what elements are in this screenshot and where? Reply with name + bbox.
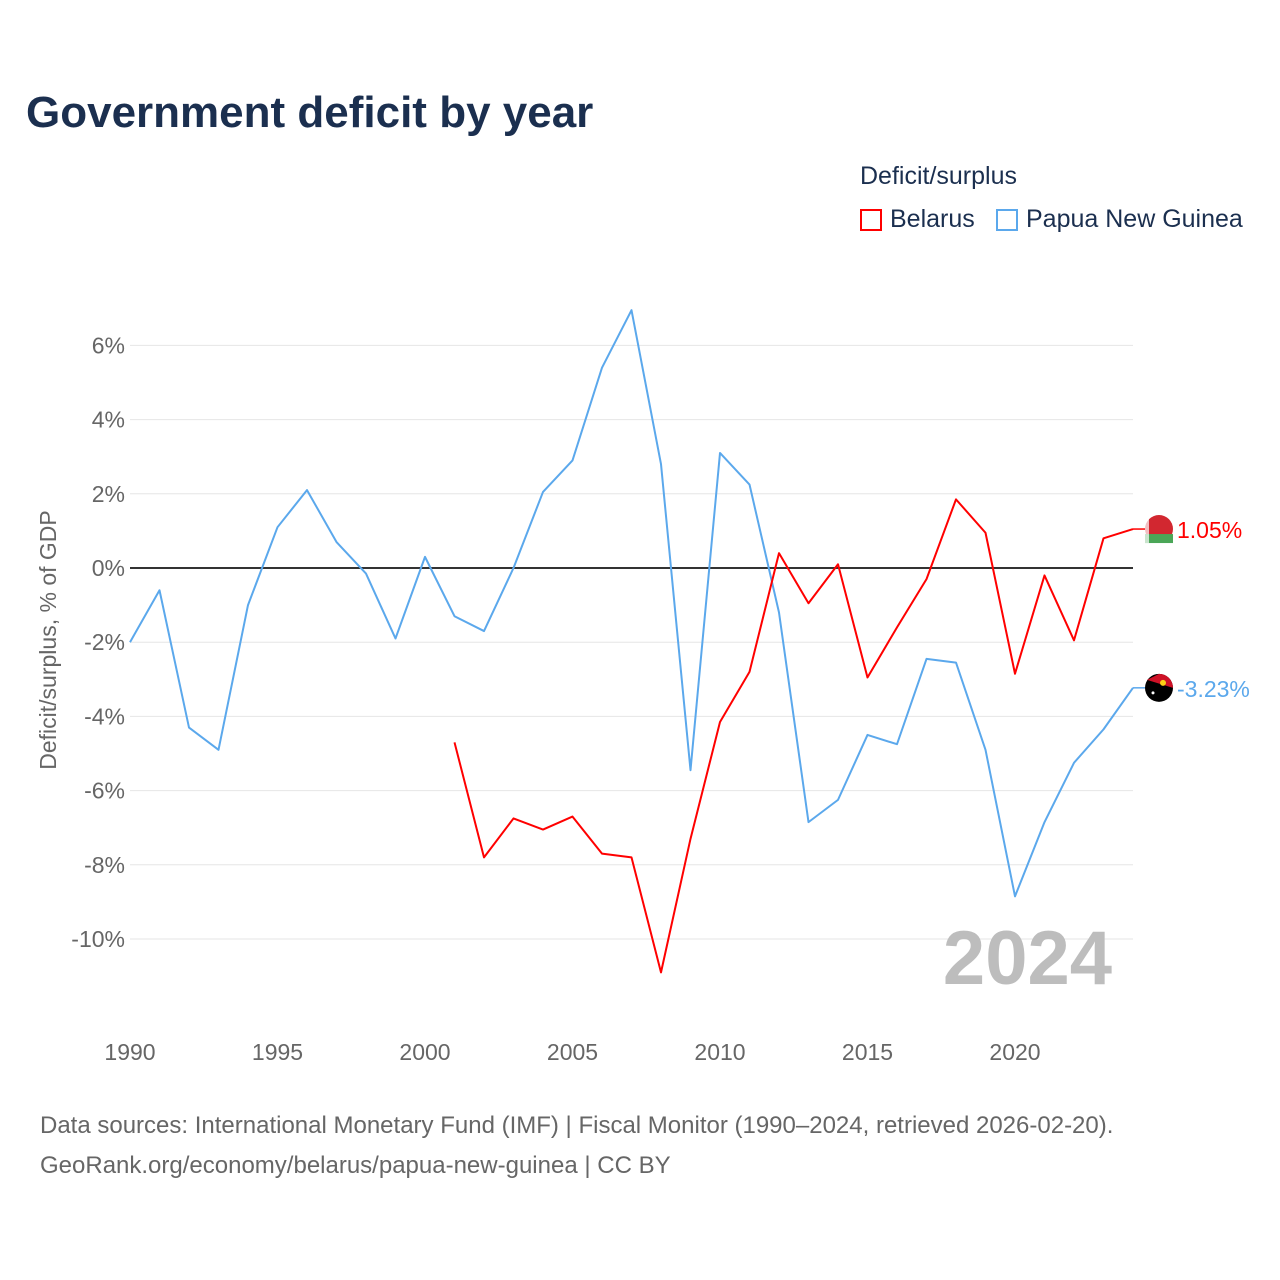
legend-title: Deficit/surplus xyxy=(860,162,1017,190)
y-tick-label: 0% xyxy=(92,555,125,581)
series-line-papua-new-guinea xyxy=(129,309,1134,898)
y-axis-label: Deficit/surplus, % of GDP xyxy=(35,510,61,769)
legend-swatch-belarus xyxy=(860,208,882,231)
legend-item-belarus[interactable]: Belarus xyxy=(860,205,975,234)
y-tick-label: 2% xyxy=(92,481,125,507)
belarus-flag-ornament xyxy=(1145,515,1149,544)
legend-label: Papua New Guinea xyxy=(1026,205,1243,233)
y-tick-label: -4% xyxy=(84,703,125,729)
end-value-label: 1.05% xyxy=(1177,517,1242,543)
x-tick-label: 2010 xyxy=(694,1039,745,1065)
y-tick-label: -8% xyxy=(84,852,125,878)
y-tick-label: -10% xyxy=(71,926,125,952)
source-line-2[interactable]: GeoRank.org/economy/belarus/papua-new-gu… xyxy=(40,1152,671,1179)
legend-swatch-png xyxy=(996,208,1018,231)
legend-item-png[interactable]: Papua New Guinea xyxy=(996,205,1243,234)
x-tick-label: 2015 xyxy=(842,1039,893,1065)
x-tick-label: 2000 xyxy=(399,1039,450,1065)
legend-label: Belarus xyxy=(890,205,975,233)
source-note: Data sources: International Monetary Fun… xyxy=(40,1106,1113,1186)
chart-title: Government deficit by year xyxy=(26,88,594,137)
series-line-belarus xyxy=(453,498,1134,974)
y-tick-label: 4% xyxy=(92,407,125,433)
png-star xyxy=(1151,691,1155,695)
end-value-label: -3.23% xyxy=(1177,676,1250,702)
source-line-1: Data sources: International Monetary Fun… xyxy=(40,1112,1114,1139)
png-flag-red xyxy=(1147,673,1173,688)
png-bird xyxy=(1160,679,1166,686)
x-tick-label: 1995 xyxy=(252,1039,303,1065)
y-tick-label: 6% xyxy=(92,332,125,358)
belarus-flag-green xyxy=(1145,534,1173,544)
year-watermark: 2024 xyxy=(943,916,1112,1001)
y-tick-label: -6% xyxy=(84,778,125,804)
y-tick-label: -2% xyxy=(84,629,125,655)
x-tick-label: 2005 xyxy=(547,1039,598,1065)
x-tick-label: 2020 xyxy=(989,1039,1040,1065)
x-tick-label: 1990 xyxy=(104,1039,155,1065)
